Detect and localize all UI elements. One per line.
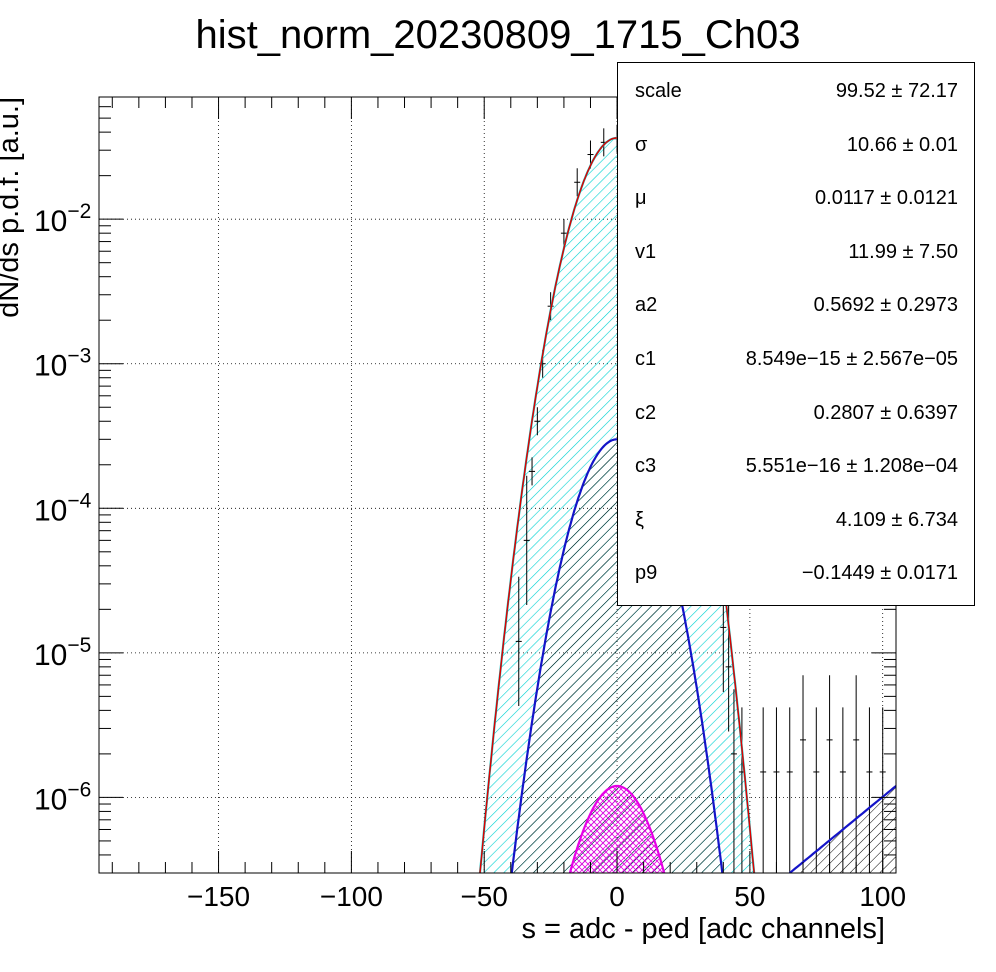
x-tick-label: 0 [609,881,625,912]
y-tick-label: 10−3 [34,345,91,383]
stats-param-value: 11.99 ± 7.50 [848,240,958,263]
stats-row: μ 0.0117 ± 0.0121 [618,170,974,224]
x-tick-label: −150 [187,881,250,912]
stats-param-name: c3 [635,455,657,478]
stats-row: v1 11.99 ± 7.50 [618,224,974,278]
stats-param-value: −0.1449 ± 0.0171 [801,562,958,585]
x-axis-label: s = adc - ped [adc channels] [521,913,885,945]
stats-param-value: 4.109 ± 6.734 [835,508,958,531]
stats-param-value: 5.551e−16 ± 1.208e−04 [745,455,958,478]
stats-param-name: scale [635,80,682,102]
stats-param-name: μ [635,187,647,210]
stats-row: a2 0.5692 ± 0.2973 [618,277,974,331]
stats-param-value: 8.549e−15 ± 2.567e−05 [745,348,958,370]
y-tick-label: 10−5 [34,634,91,672]
stats-row: c2 0.2807 ± 0.6397 [618,385,974,439]
x-tick-label: −100 [320,881,383,912]
stats-param-value: 0.0117 ± 0.0121 [815,187,958,210]
stats-row: scale 99.52 ± 72.17 [618,63,974,117]
fit-curve [568,784,666,873]
stats-row: c3 5.551e−16 ± 1.208e−04 [618,438,974,492]
stats-param-value: 99.52 ± 72.17 [835,80,958,102]
x-tick-label: −50 [460,881,508,912]
stats-row: c1 8.549e−15 ± 2.567e−05 [618,331,974,385]
stats-param-name: c2 [635,401,657,424]
stats-param-value: 0.2807 ± 0.6397 [813,401,958,424]
fit-stats-box: scale 99.52 ± 72.17 σ 10.66 ± 0.01 μ 0.0117 ±… [617,62,975,606]
stats-param-name: c1 [635,348,657,370]
x-tick-labels: −150 −100 −50 0 50 100 [187,881,906,912]
stats-param-value: 0.5692 ± 0.2973 [813,294,958,317]
stats-row: p9 −0.1449 ± 0.0171 [618,545,974,599]
x-tick-label: 100 [859,881,906,912]
y-tick-label: 10−2 [34,200,91,238]
stats-param-name: p9 [635,562,658,585]
y-tick-label: 10−4 [34,489,92,527]
stats-param-value: 10.66 ± 0.01 [846,133,958,156]
stats-param-name: σ [635,133,648,156]
y-tick-labels: 10−6 10−5 10−4 10−3 10−2 [34,200,92,816]
stats-param-name: ξ [635,508,644,531]
stats-param-name: a2 [635,294,658,317]
stats-row: ξ 4.109 ± 6.734 [618,492,974,546]
chart-title: hist_norm_20230809_1715_Ch03 [196,13,801,57]
y-tick-label: 10−6 [34,778,91,816]
x-tick-label: 50 [734,881,765,912]
tail-curve [789,785,896,873]
stats-row: σ 10.66 ± 0.01 [618,117,974,171]
stats-param-name: v1 [635,240,657,263]
y-axis-label: dN/ds p.d.f. [a.u.] [0,97,25,318]
